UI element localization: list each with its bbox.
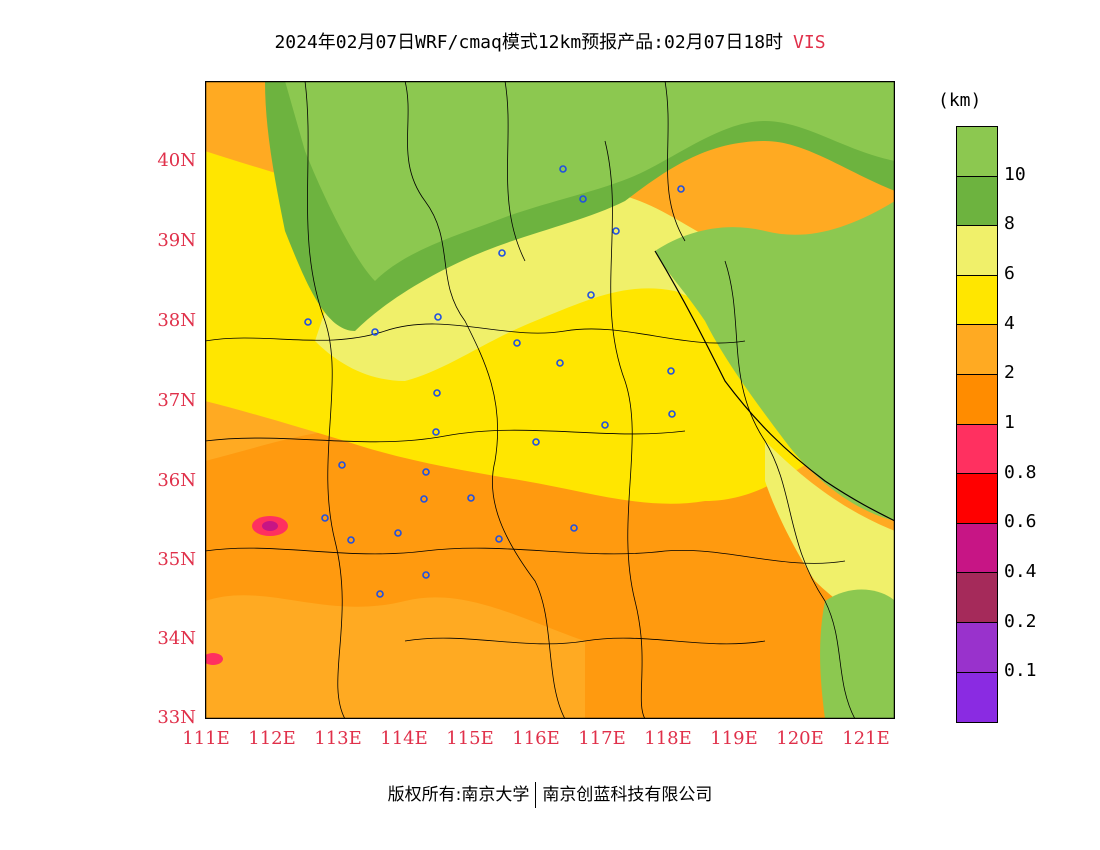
y-tick-label: 38N — [157, 310, 196, 331]
station-marker — [338, 461, 346, 469]
y-tick-label: 36N — [157, 470, 196, 491]
station-marker — [532, 438, 540, 446]
legend-label: 4 — [1004, 312, 1015, 334]
station-marker — [347, 536, 355, 544]
station-marker — [432, 428, 440, 436]
vis-field-gt10km — [285, 81, 895, 281]
legend-label: 0.2 — [1004, 610, 1037, 632]
y-tick-label: 34N — [157, 628, 196, 649]
copyright-text: 版权所有:南京大学 — [387, 785, 530, 805]
vis-field-4km-south — [205, 595, 585, 719]
legend-swatch — [957, 176, 997, 227]
x-tick-label: 112E — [248, 728, 296, 749]
vis-lowest-patch — [262, 521, 278, 531]
legend-swatch — [957, 275, 997, 326]
map-panel[interactable] — [205, 81, 895, 719]
legend-swatch — [957, 424, 997, 475]
legend-label: 0.1 — [1004, 660, 1037, 682]
company-text: 南京创蓝科技有限公司 — [542, 785, 713, 805]
station-marker — [433, 389, 441, 397]
station-marker — [601, 421, 609, 429]
station-marker — [677, 185, 685, 193]
map-frame — [205, 81, 895, 719]
legend-label: 6 — [1004, 263, 1015, 284]
station-marker — [371, 328, 379, 336]
station-marker — [321, 514, 329, 522]
station-marker — [587, 291, 595, 299]
station-marker — [420, 495, 428, 503]
x-tick-label: 116E — [512, 728, 560, 749]
vis-field-sea — [655, 201, 895, 521]
footer-divider — [535, 782, 537, 808]
x-tick-label: 114E — [380, 728, 428, 749]
station-marker — [434, 313, 442, 321]
station-marker — [612, 227, 620, 235]
station-marker — [422, 571, 430, 579]
vis-low-patch-sw — [205, 653, 223, 665]
station-marker — [556, 359, 564, 367]
legend-units: (km) — [938, 90, 982, 111]
station-marker — [495, 535, 503, 543]
x-tick-label: 120E — [776, 728, 824, 749]
legend-label: 0.6 — [1004, 511, 1037, 533]
station-marker — [668, 410, 676, 418]
coastline — [654, 250, 895, 522]
legend-swatch — [957, 226, 997, 276]
legend-label: 0.4 — [1004, 561, 1037, 582]
variable-name: VIS — [793, 32, 826, 53]
y-tick-label: 39N — [157, 230, 196, 251]
title-text: 2024年02月07日WRF/cmaq模式12km预报产品:02月07日18时 — [274, 32, 784, 53]
vis-field-southeast — [820, 589, 895, 719]
station-marker — [467, 494, 475, 502]
station-markers — [304, 165, 685, 598]
vis-map — [205, 81, 895, 719]
station-marker — [667, 367, 675, 375]
station-marker — [304, 318, 312, 326]
admin-boundaries — [205, 81, 856, 719]
legend-swatch — [957, 672, 997, 723]
x-tick-label: 121E — [842, 728, 890, 749]
color-legend — [956, 126, 998, 724]
legend-label: 1 — [1004, 412, 1015, 433]
legend-label: 0.8 — [1004, 461, 1037, 483]
chart-title: 2024年02月07日WRF/cmaq模式12km预报产品:02月07日18时 V… — [0, 28, 1100, 54]
station-marker — [570, 524, 578, 532]
x-tick-label: 113E — [314, 728, 362, 749]
y-tick-label: 35N — [157, 549, 196, 570]
legend-swatch — [957, 573, 997, 623]
legend-swatch — [957, 523, 997, 574]
legend-swatch — [957, 374, 997, 425]
legend-swatch — [957, 474, 997, 524]
station-marker — [579, 195, 587, 203]
x-tick-label: 111E — [182, 728, 230, 749]
legend-swatch — [957, 127, 997, 177]
station-marker — [394, 529, 402, 537]
station-marker — [559, 165, 567, 173]
station-marker — [422, 468, 430, 476]
legend-label: 10 — [1004, 163, 1026, 185]
y-tick-label: 37N — [157, 390, 196, 411]
legend-label: 2 — [1004, 362, 1015, 384]
y-tick-label: 33N — [157, 707, 196, 728]
y-tick-label: 40N — [157, 150, 196, 171]
legend-label: 8 — [1004, 213, 1015, 235]
legend-swatch — [957, 325, 997, 375]
x-tick-label: 119E — [710, 728, 758, 749]
legend-swatch — [957, 622, 997, 673]
station-marker — [376, 590, 384, 598]
x-tick-label: 118E — [644, 728, 692, 749]
x-tick-label: 117E — [578, 728, 626, 749]
station-marker — [498, 249, 506, 257]
x-tick-label: 115E — [446, 728, 494, 749]
footer: 版权所有:南京大学 南京创蓝科技有限公司 — [0, 780, 1100, 808]
station-marker — [513, 339, 521, 347]
